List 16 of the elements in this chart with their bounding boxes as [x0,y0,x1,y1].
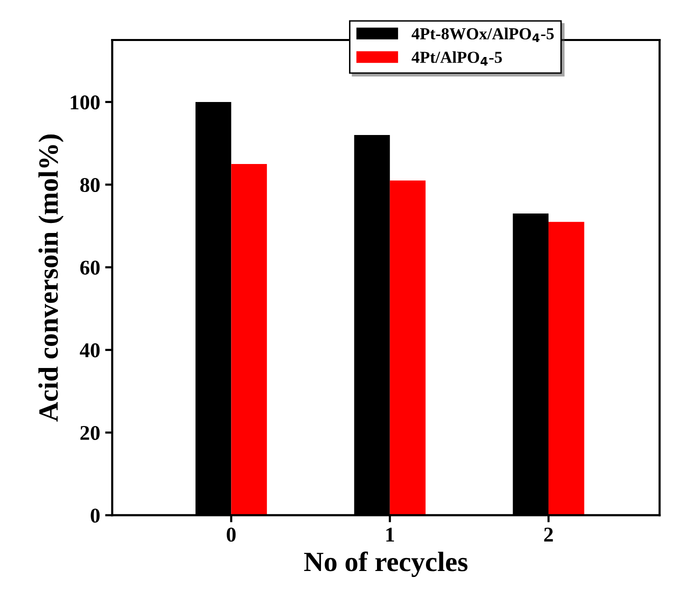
x-axis-title: No of recycles [304,551,468,578]
y-tick-label: 0 [90,508,100,523]
y-axis-title: Acid conversoin (mol%) [38,134,64,422]
y-tick-label: 60 [80,260,100,275]
x-tick-label: 1 [386,528,394,542]
x-tick-label: 2 [544,528,553,542]
y-tick-label: 40 [80,343,100,358]
bar [390,180,426,516]
y-tick-label: 100 [70,95,100,110]
y-tick-label: 80 [80,178,100,192]
bar [231,164,267,516]
y-tick-label: 20 [80,426,100,440]
legend-label: 4Pt/AlPO$_{4}$-5 [412,51,502,66]
bar [548,222,584,516]
x-tick-label: 0 [226,528,236,542]
legend-label: 4Pt-8WOx/AlPO$_{4}$-5 [412,28,554,42]
